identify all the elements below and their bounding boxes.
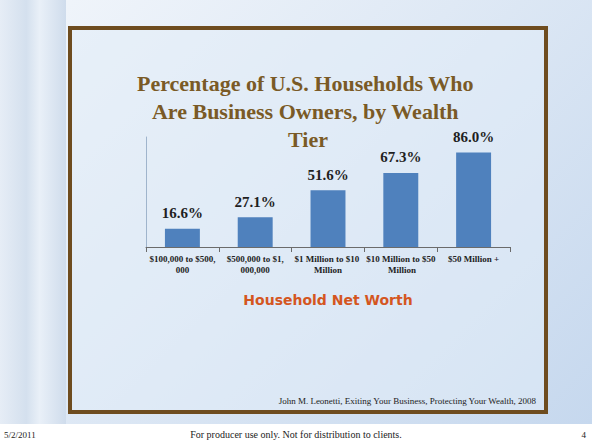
html-text:4: 4: [581, 430, 586, 440]
svg-text:$50 Million +: $50 Million +: [448, 254, 499, 264]
svg-text:$500,000 to $1,: $500,000 to $1,: [227, 254, 284, 264]
svg-text:$100,000 to $500,: $100,000 to $500,: [149, 254, 215, 264]
svg-text:$1 Million to $10: $1 Million to $10: [295, 254, 362, 264]
svg-text:Tier: Tier: [288, 127, 328, 152]
svg-text:Percentage of U.S. Households: Percentage of U.S. Households Who: [137, 71, 479, 96]
svg-text:27.1%: 27.1%: [235, 194, 276, 210]
html-text:5/2/2011: 5/2/2011: [4, 430, 36, 440]
svg-text:51.6%: 51.6%: [307, 167, 348, 183]
svg-text:000,000: 000,000: [241, 265, 271, 275]
svg-text:67.3%: 67.3%: [380, 149, 421, 165]
svg-text:$10 Million to $50: $10 Million to $50: [366, 254, 436, 264]
svg-text:Million: Million: [386, 265, 416, 275]
html-text:John M. Leonetti, Exiting Your: John M. Leonetti, Exiting Your Business,…: [278, 396, 536, 406]
svg-text:000: 000: [176, 265, 190, 275]
svg-text:Million: Million: [314, 265, 342, 275]
svg-text:86.0%: 86.0%: [453, 129, 494, 145]
svg-text:Are Business Owners, by Wealth: Are Business Owners, by Wealth: [152, 99, 464, 124]
svg-text:Household Net Worth: Household Net Worth: [243, 292, 412, 308]
html-text:For producer use only. Not for: For producer use only. Not for distribut…: [190, 429, 402, 440]
svg-text:16.6%: 16.6%: [162, 205, 203, 221]
